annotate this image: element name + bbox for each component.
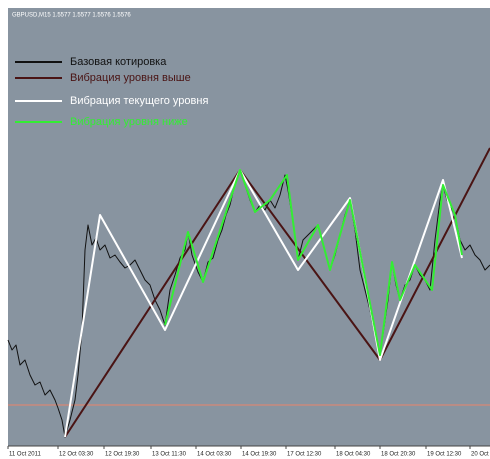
x-tick-label: 12 Oct 19:30 xyxy=(105,452,140,458)
legend-label: Базовая котировка xyxy=(70,56,167,68)
x-tick-label: 11 Oct 2011 xyxy=(9,452,41,458)
x-tick-label: 14 Oct 19:30 xyxy=(242,452,277,458)
x-tick-label: 12 Oct 03:30 xyxy=(59,452,94,458)
legend-label: Вибрация уровня ниже xyxy=(70,116,188,128)
chart-title: GBPUSD,M15 1.5577 1.5577 1.5576 1.5576 xyxy=(12,13,131,19)
x-tick-label: 20 Oct xyxy=(471,452,489,458)
x-tick-label: 17 Oct 12:30 xyxy=(287,452,322,458)
legend-label: Вибрация текущего уровня xyxy=(70,95,208,107)
series-line xyxy=(164,169,463,356)
x-tick-label: 18 Oct 04:30 xyxy=(336,452,371,458)
x-tick-label: 18 Oct 20:30 xyxy=(381,452,416,458)
series-line xyxy=(64,169,463,438)
x-tick-label: 14 Oct 03:30 xyxy=(197,452,232,458)
x-tick-label: 13 Oct 11:30 xyxy=(152,452,187,458)
x-tick-label: 19 Oct 12:30 xyxy=(427,452,462,458)
legend-label: Вибрация уровня выше xyxy=(70,72,191,84)
